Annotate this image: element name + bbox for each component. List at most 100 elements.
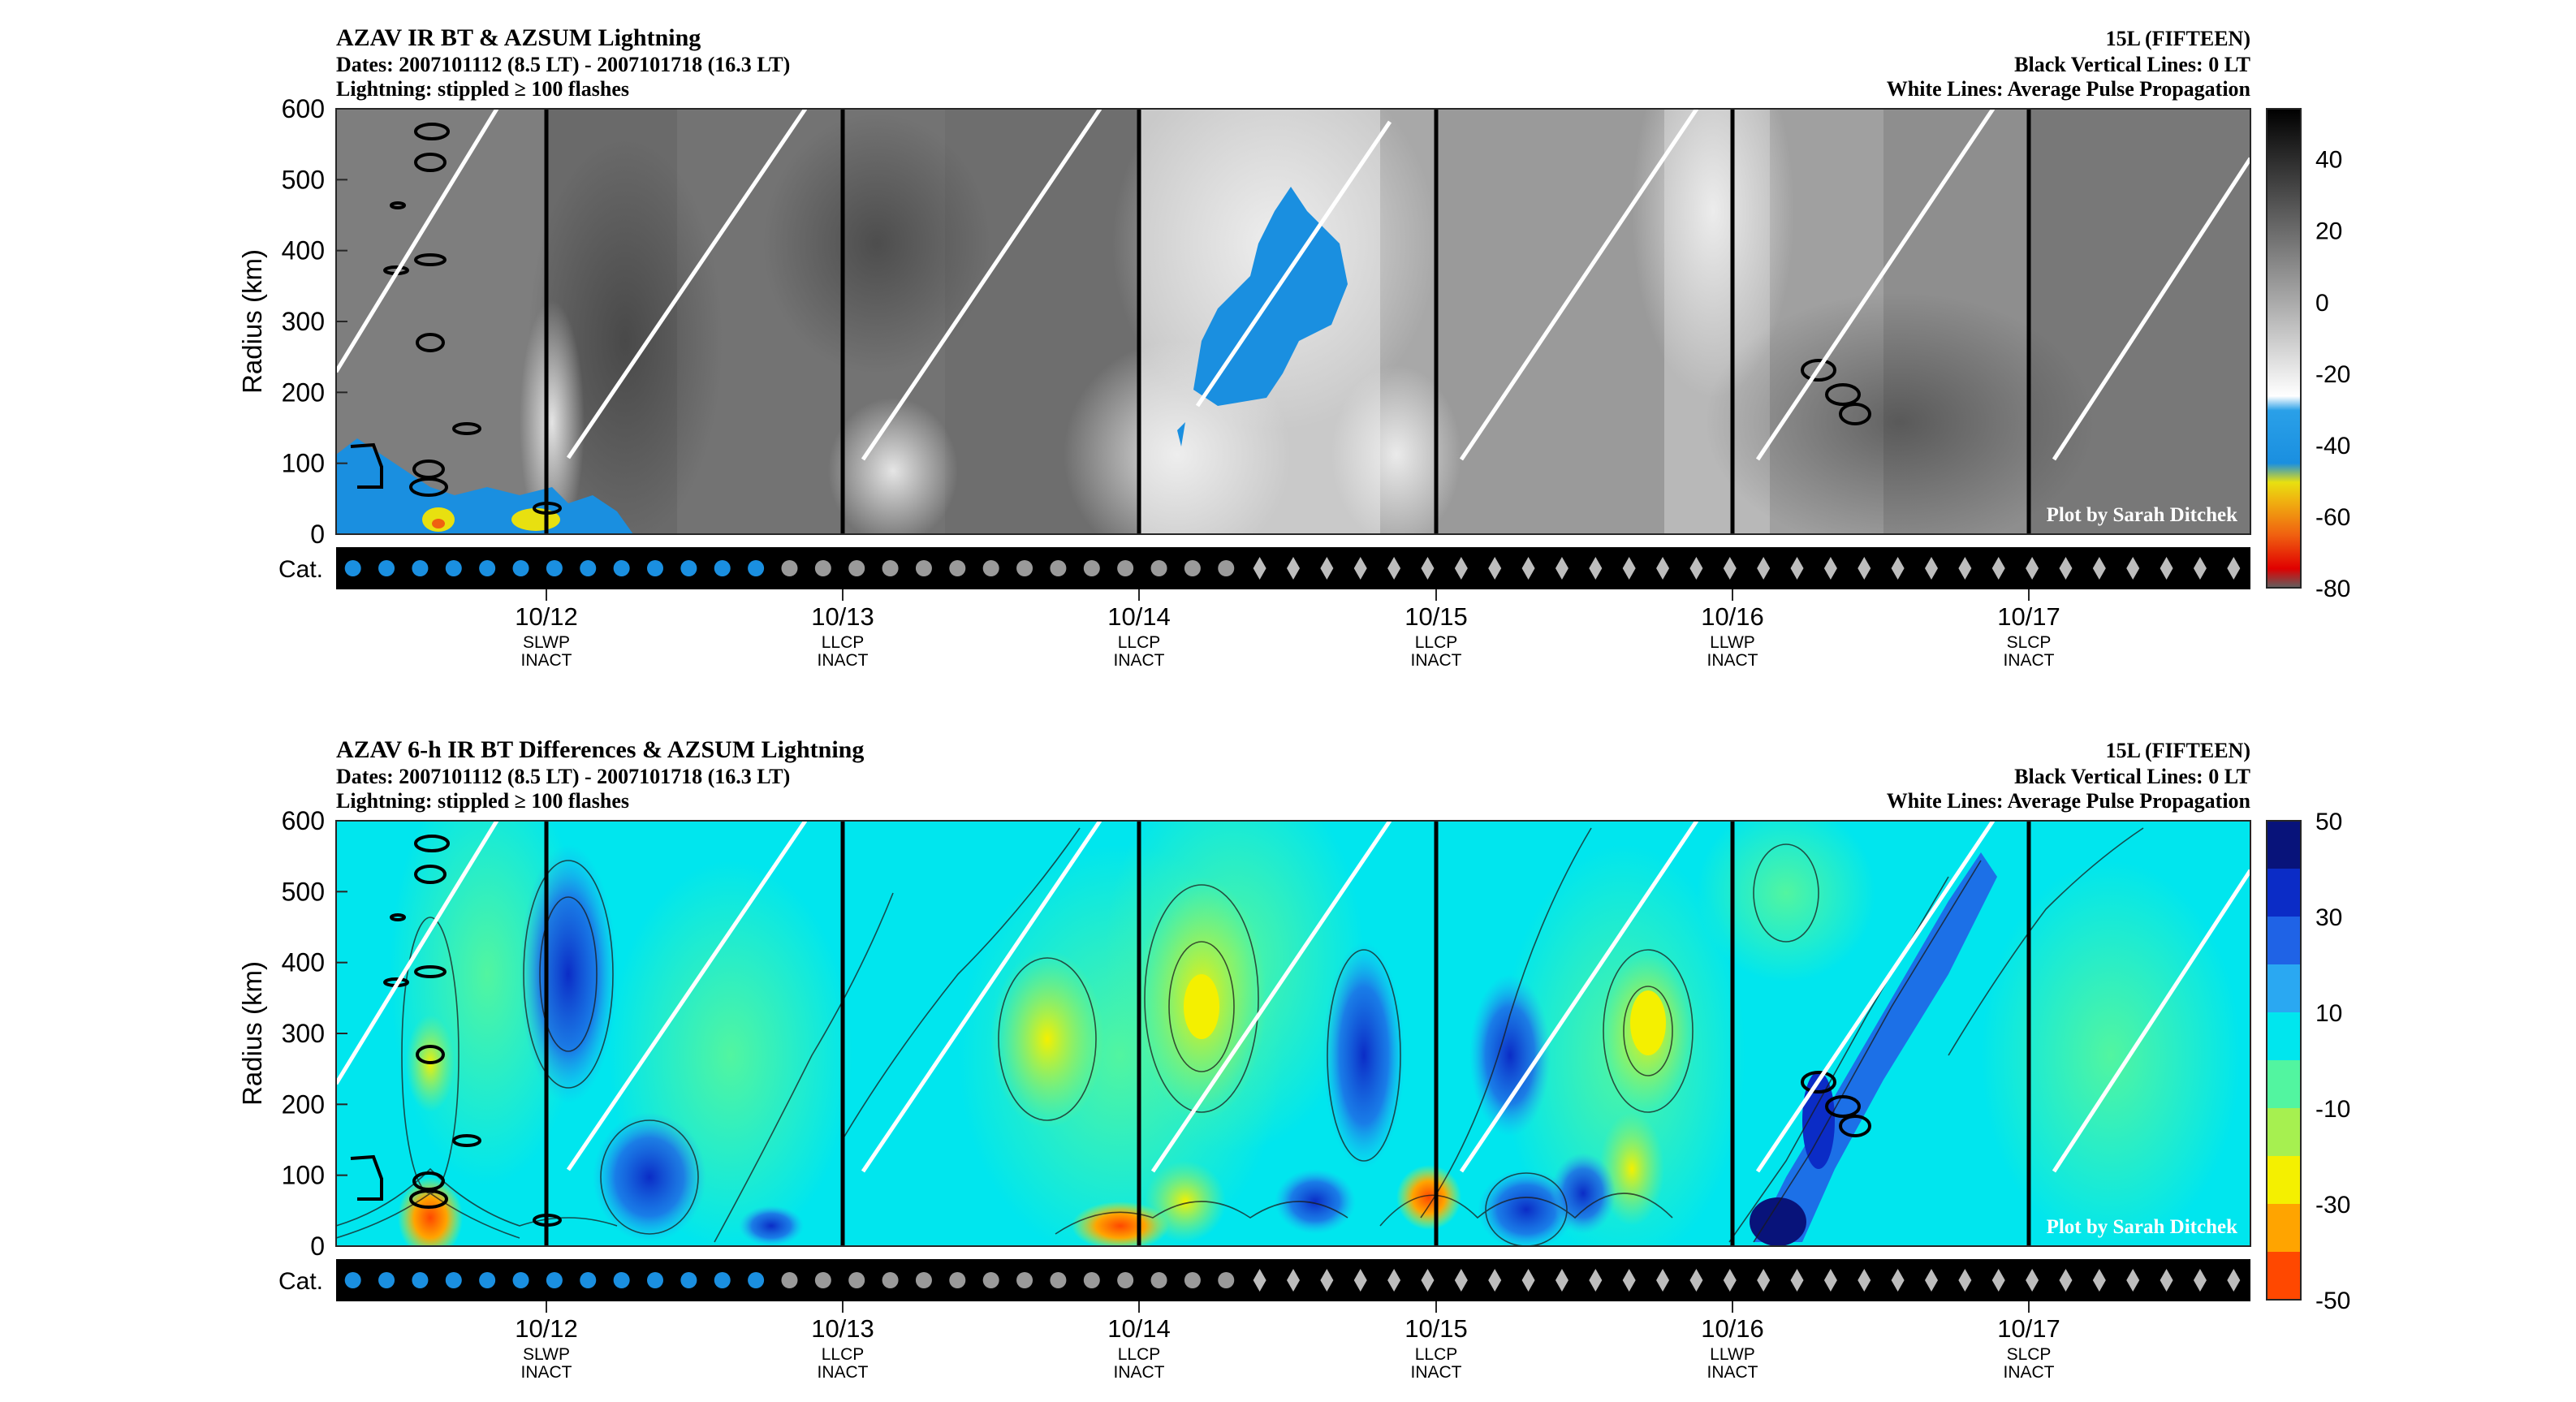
panel1-category-marker xyxy=(1117,560,1134,576)
panel1-category-marker xyxy=(1589,557,1603,580)
panel2-category-marker xyxy=(1925,1269,1938,1292)
panel2-y-tick-label: 200 xyxy=(282,1089,325,1119)
panel1-lightning-note: Lightning: stippled ≥ 100 flashes xyxy=(336,77,629,101)
panel1-category-marker xyxy=(2092,557,2106,580)
panel2-category-marker xyxy=(1589,1269,1603,1292)
panel2-x-tick-regime: SLCP xyxy=(2007,1345,2052,1364)
panel1-category-marker xyxy=(1421,557,1435,580)
panel1-colorbar-tick-label: -60 xyxy=(2315,504,2350,531)
panel2-colorbar-tick-label: 30 xyxy=(2315,904,2342,931)
panel2-category-marker xyxy=(378,1272,395,1288)
panel1-category-marker xyxy=(344,560,361,576)
panel1-y-tick-label: 500 xyxy=(282,165,325,194)
panel1-x-tick-date: 10/12 xyxy=(515,602,578,631)
panel1-category-marker xyxy=(1891,557,1905,580)
panel2-x-tick-date: 10/17 xyxy=(1997,1314,2060,1343)
panel1-watermark: Plot by Sarah Ditchek xyxy=(2047,504,2238,526)
panel2-category-marker xyxy=(2193,1269,2207,1292)
panel1-category-marker xyxy=(1050,560,1067,576)
panel1-category-marker xyxy=(1790,557,1804,580)
panel2-category-marker xyxy=(1083,1272,1100,1288)
panel2-colorbar-tick-label: -30 xyxy=(2315,1192,2350,1219)
panel1-x-tick-date: 10/17 xyxy=(1997,602,2060,631)
panel2-x-tick-regime: SLWP xyxy=(523,1345,570,1364)
panel1-colorbar-tick-label: 40 xyxy=(2315,147,2342,174)
panel2-category-marker xyxy=(613,1272,630,1288)
panel2-x-tick-date: 10/14 xyxy=(1107,1314,1171,1343)
panel2-category-marker xyxy=(1387,1269,1401,1292)
panel2-y-axis-label: Radius (km) xyxy=(237,961,267,1106)
panel2-contour-lines xyxy=(336,827,2144,1246)
panel2-x-tick-regime: LLCP xyxy=(822,1345,865,1364)
panel2-x-tick-date: 10/12 xyxy=(515,1314,578,1343)
panel1-plot-area xyxy=(336,109,2250,534)
panel1-category-marker xyxy=(1083,560,1100,576)
panel1-colorbar-tick-label: -40 xyxy=(2315,433,2350,459)
panel1-category-marker xyxy=(1991,557,2005,580)
panel2-x-tick-activity: INACT xyxy=(1707,1363,1758,1382)
panel1-y-axis-label: Radius (km) xyxy=(237,249,267,394)
panel1-category-marker xyxy=(1488,557,1502,580)
panel2-storm-name: 15L (FIFTEEN) xyxy=(2106,739,2250,762)
panel1-category-marker xyxy=(714,560,731,576)
panel2-x-ticks: 10/12SLWPINACT10/13LLCPINACT10/14LLCPINA… xyxy=(515,1301,2060,1382)
panel1-category-marker xyxy=(512,560,529,576)
panel2-category-marker xyxy=(1150,1272,1167,1288)
panel1-category-marker xyxy=(1622,557,1636,580)
panel1-white-lines-note: White Lines: Average Pulse Propagation xyxy=(1887,77,2251,101)
panel2-category-marker xyxy=(2092,1269,2106,1292)
panel1-category-marker xyxy=(1150,560,1167,576)
panel2-dates: Dates: 2007101112 (8.5 LT) - 2007101718 … xyxy=(336,765,790,788)
panel1-vertical-lines-note: Black Vertical Lines: 0 LT xyxy=(2014,53,2250,76)
panel1-x-tick-date: 10/16 xyxy=(1701,602,1764,631)
panel1-category-marker xyxy=(1287,557,1300,580)
panel2-category-marker xyxy=(680,1272,697,1288)
panel2-category-marker xyxy=(1050,1272,1067,1288)
panel1-y-ticks: 0 100 200 300 400 500 600 xyxy=(282,94,347,549)
panel2-category-marker xyxy=(1622,1269,1636,1292)
panel1-category-marker xyxy=(1689,557,1703,580)
panel2-x-tick-date: 10/13 xyxy=(811,1314,874,1343)
panel1-category-marker xyxy=(2227,557,2241,580)
panel2-category-marker xyxy=(2227,1269,2241,1292)
panel1-category-marker xyxy=(479,560,496,576)
panel2-category-marker xyxy=(848,1272,865,1288)
panel2-category-marker xyxy=(1353,1269,1367,1292)
panel2-category-marker xyxy=(479,1272,496,1288)
panel2-vertical-lines-note: Black Vertical Lines: 0 LT xyxy=(2014,765,2250,788)
panel1-y-tick-label: 600 xyxy=(282,94,325,123)
panel1-lightning-contours xyxy=(350,123,1871,515)
panel1-category-marker xyxy=(982,560,999,576)
panel1-x-tick-regime: LLCP xyxy=(1118,633,1161,652)
panel2-category-marker xyxy=(1421,1269,1435,1292)
panel2-category-marker xyxy=(580,1272,597,1288)
panel2-x-tick-activity: INACT xyxy=(1411,1363,1462,1382)
panel1-x-tick-activity: INACT xyxy=(1114,651,1165,670)
panel1-x-tick-activity: INACT xyxy=(521,651,572,670)
panel2-category-marker xyxy=(748,1272,765,1288)
panel2-x-tick-activity: INACT xyxy=(1114,1363,1165,1382)
panel2-y-tick-label: 400 xyxy=(282,948,325,977)
panel1-x-tick-regime: LLCP xyxy=(1415,633,1458,652)
panel1-category-marker xyxy=(781,560,798,576)
panel1-x-tick-activity: INACT xyxy=(1411,651,1462,670)
panel2-y-tick-label: 600 xyxy=(282,806,325,835)
panel2-category-marker xyxy=(445,1272,462,1288)
panel2-category-marker xyxy=(781,1272,798,1288)
panel1-category-marker xyxy=(1723,557,1737,580)
panel2-category-marker xyxy=(1521,1269,1535,1292)
panel2-x-tick-activity: INACT xyxy=(521,1363,572,1382)
panel1-y-tick-label: 100 xyxy=(282,449,325,478)
panel2-lightning-note: Lightning: stippled ≥ 100 flashes xyxy=(336,789,629,813)
panel2-colorbar-tick-label: -10 xyxy=(2315,1096,2350,1123)
panel2-category-marker xyxy=(814,1272,831,1288)
panel1-category-marker xyxy=(1656,557,1670,580)
panel2-category-marker xyxy=(1991,1269,2005,1292)
panel1-category-marker xyxy=(2026,557,2039,580)
panel2-pulse-lines xyxy=(336,821,2250,1173)
panel1-pulse-lines xyxy=(336,109,2250,461)
panel2-plot-area xyxy=(336,821,2250,1246)
panel1-category-marker xyxy=(1521,557,1535,580)
panel1-category-marker xyxy=(412,560,429,576)
